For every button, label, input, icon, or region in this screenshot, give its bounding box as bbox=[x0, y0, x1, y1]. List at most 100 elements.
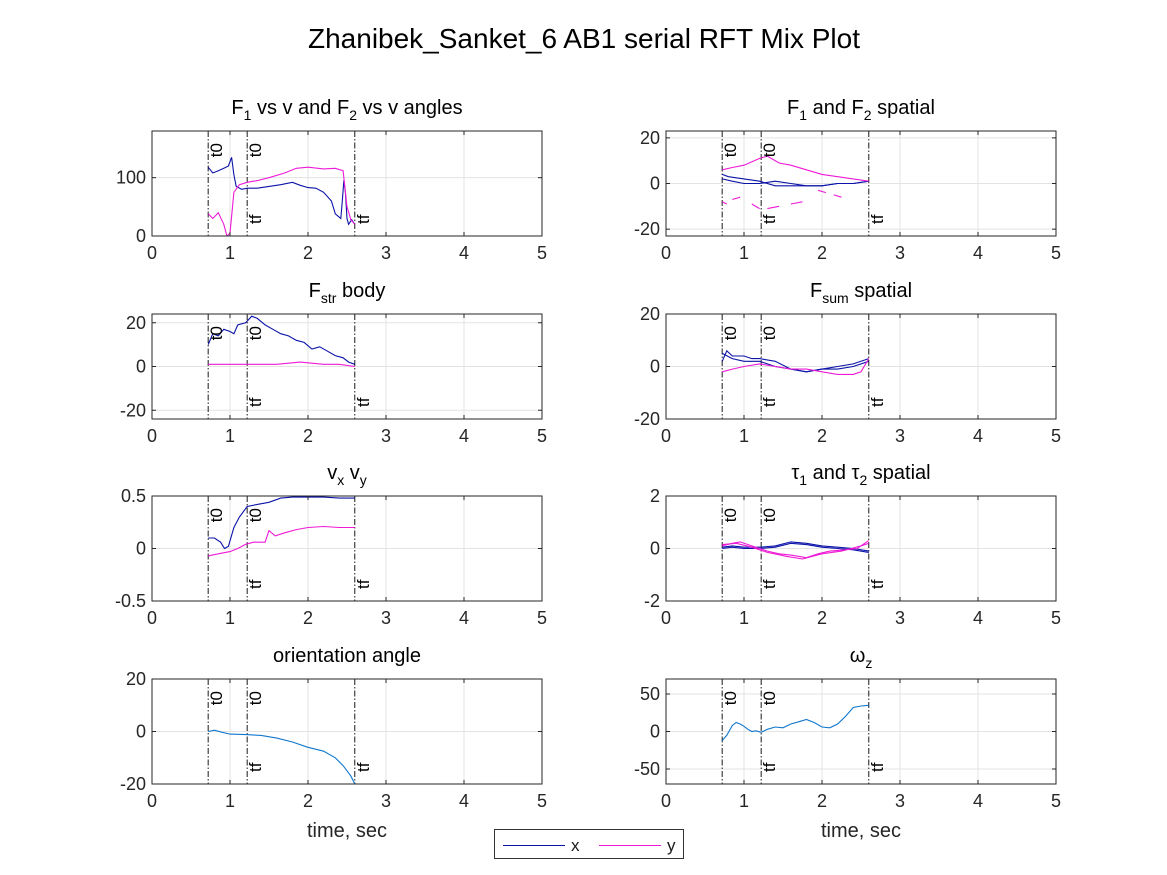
tick-label-x: 4 bbox=[973, 791, 983, 811]
tick-label-y: 0 bbox=[650, 357, 660, 377]
tick-label-y: 0 bbox=[136, 226, 146, 246]
marker-label-tf: tf bbox=[246, 397, 265, 407]
tick-label-x: 1 bbox=[225, 426, 235, 446]
subplot-title: orientation angle bbox=[273, 645, 421, 667]
series-line-y-5 bbox=[751, 203, 760, 210]
legend-line-y bbox=[599, 845, 661, 846]
marker-label-tf: tf bbox=[246, 579, 265, 589]
series-line-x-0 bbox=[722, 541, 869, 552]
marker-label-tf: tf bbox=[246, 762, 265, 772]
tick-label-x: 4 bbox=[973, 243, 983, 263]
marker-label-t0: t0 bbox=[721, 326, 740, 340]
tick-label-y: -20 bbox=[120, 400, 146, 420]
marker-label-tf: tf bbox=[868, 762, 887, 772]
marker-label-tf: tf bbox=[354, 214, 373, 224]
tick-label-x: 5 bbox=[537, 243, 547, 263]
legend-entry-x: x bbox=[503, 836, 588, 855]
marker-label-t0: t0 bbox=[760, 326, 779, 340]
tick-label-x: 0 bbox=[147, 608, 157, 628]
tick-label-x: 1 bbox=[225, 791, 235, 811]
marker-label-t0: t0 bbox=[760, 143, 779, 157]
series-line-y-1 bbox=[207, 166, 356, 236]
tick-label-y: 20 bbox=[126, 669, 146, 689]
tick-label-y: 0 bbox=[650, 174, 660, 194]
tick-label-x: 4 bbox=[973, 426, 983, 446]
tick-label-x: 3 bbox=[895, 791, 905, 811]
tick-label-x: 4 bbox=[973, 608, 983, 628]
tick-label-x: 1 bbox=[225, 243, 235, 263]
legend: x y bbox=[494, 829, 684, 859]
legend-entry-y: y bbox=[599, 836, 684, 855]
subplot-p1: t0 t0 tf tf 0 1 2 3 4 5 0 100 F1 vs v and F2 vs v an… bbox=[116, 97, 547, 263]
tick-label-y: -2 bbox=[644, 591, 660, 611]
tick-label-y: 2 bbox=[650, 486, 660, 506]
series-line-y-1 bbox=[208, 361, 355, 368]
tick-label-x: 3 bbox=[381, 608, 391, 628]
tick-label-y: 20 bbox=[640, 304, 660, 324]
tick-label-x: 4 bbox=[459, 791, 469, 811]
axes-box bbox=[151, 130, 543, 237]
tick-label-x: 0 bbox=[661, 243, 671, 263]
tick-label-x: 3 bbox=[895, 243, 905, 263]
tick-label-x: 5 bbox=[1051, 608, 1061, 628]
tick-label-x: 5 bbox=[537, 608, 547, 628]
tick-label-y: -20 bbox=[634, 409, 660, 429]
tick-label-y: 20 bbox=[126, 313, 146, 333]
marker-label-tf: tf bbox=[354, 762, 373, 772]
series-line-x-0 bbox=[208, 496, 355, 550]
series-line-y-2 bbox=[722, 358, 870, 375]
marker-label-t0: t0 bbox=[207, 508, 226, 522]
series-line-x-1 bbox=[722, 542, 869, 553]
tick-label-x: 5 bbox=[1051, 791, 1061, 811]
marker-label-t0: t0 bbox=[246, 508, 265, 522]
tick-label-y: 100 bbox=[116, 168, 146, 188]
tick-label-y: 20 bbox=[640, 128, 660, 148]
subplot-title: τ1 and τ2 spatial bbox=[791, 462, 930, 488]
marker-label-tf: tf bbox=[868, 214, 887, 224]
tick-label-x: 4 bbox=[459, 608, 469, 628]
tick-label-x: 2 bbox=[817, 243, 827, 263]
x-axis-label: time, sec bbox=[307, 820, 387, 842]
tick-label-y: 50 bbox=[640, 684, 660, 704]
marker-label-t0: t0 bbox=[207, 143, 226, 157]
tick-label-x: 1 bbox=[739, 791, 749, 811]
tick-label-y: -50 bbox=[634, 759, 660, 779]
tick-label-x: 0 bbox=[147, 791, 157, 811]
series-line-y-7 bbox=[790, 201, 803, 205]
legend-label-y: y bbox=[667, 836, 676, 855]
marker-label-t0: t0 bbox=[760, 508, 779, 522]
tick-label-x: 0 bbox=[661, 426, 671, 446]
series-line-y-6 bbox=[767, 205, 780, 210]
tick-label-x: 2 bbox=[303, 608, 313, 628]
series-line-y-2 bbox=[722, 540, 870, 559]
series-line-x-1 bbox=[722, 173, 869, 187]
tick-label-x: 3 bbox=[895, 426, 905, 446]
series-line-single-0 bbox=[208, 729, 356, 784]
tick-label-x: 4 bbox=[459, 243, 469, 263]
subplot-title: Fsum spatial bbox=[810, 280, 912, 306]
marker-label-t0: t0 bbox=[207, 691, 226, 705]
marker-label-t0: t0 bbox=[246, 691, 265, 705]
marker-label-t0: t0 bbox=[760, 691, 779, 705]
tick-label-x: 4 bbox=[459, 426, 469, 446]
tick-label-x: 0 bbox=[147, 426, 157, 446]
marker-label-t0: t0 bbox=[721, 143, 740, 157]
tick-label-y: 0 bbox=[136, 722, 146, 742]
series-line-x-0 bbox=[721, 349, 869, 373]
tick-label-x: 2 bbox=[303, 791, 313, 811]
tick-label-x: 0 bbox=[661, 791, 671, 811]
marker-label-tf: tf bbox=[868, 579, 887, 589]
legend-label-x: x bbox=[571, 836, 580, 855]
series-line-single-0 bbox=[721, 704, 869, 741]
marker-label-t0: t0 bbox=[246, 326, 265, 340]
tick-label-x: 1 bbox=[739, 426, 749, 446]
tick-label-x: 5 bbox=[1051, 426, 1061, 446]
x-axis-label: time, sec bbox=[821, 820, 901, 842]
series-line-y-3 bbox=[721, 201, 728, 205]
marker-label-tf: tf bbox=[760, 397, 779, 407]
series-line-x-0 bbox=[207, 315, 355, 365]
tick-label-x: 1 bbox=[739, 243, 749, 263]
